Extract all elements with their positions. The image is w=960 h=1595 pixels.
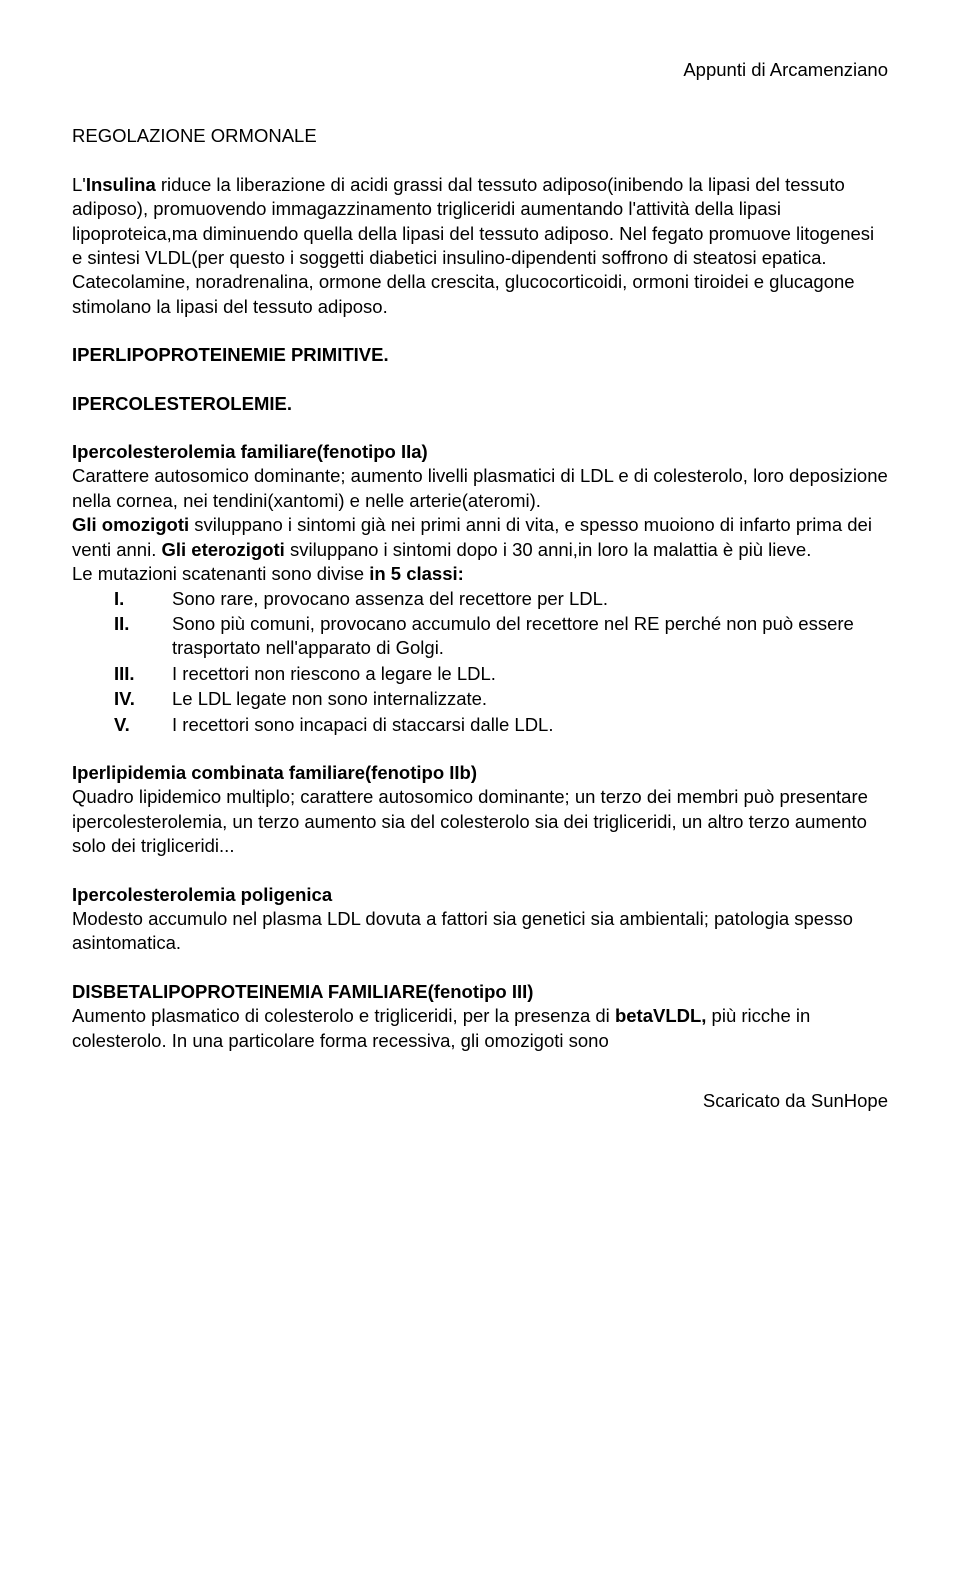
text: Quadro lipidemico multiplo; carattere au… [72, 785, 888, 858]
subheading-iia: Ipercolesterolemia familiare(fenotipo II… [72, 440, 888, 464]
list-text: I recettori sono incapaci di staccarsi d… [120, 713, 888, 737]
block-ipercolesterolemia-familiare: Ipercolesterolemia familiare(fenotipo II… [72, 440, 888, 737]
text: Le mutazioni scatenanti sono divise in 5… [72, 562, 888, 586]
list-item: I.Sono rare, provocano assenza del recet… [120, 587, 888, 611]
block-ipercolesterolemia-poligenica: Ipercolesterolemia poligenica Modesto ac… [72, 883, 888, 956]
list-item: II.Sono più comuni, provocano accumulo d… [120, 612, 888, 661]
text-bold-omozigoti: Gli omozigoti [72, 514, 189, 535]
text: Le mutazioni scatenanti sono divise [72, 563, 369, 584]
text: L' [72, 174, 86, 195]
text-bold-insulina: Insulina [86, 174, 156, 195]
section-regolazione-ormonale: REGOLAZIONE ORMONALE [72, 124, 888, 148]
section-ipercolesterolemie: IPERCOLESTEROLEMIE. [72, 392, 888, 416]
text: Catecolamine, noradrenalina, ormone dell… [72, 271, 855, 316]
text: Gli omozigoti sviluppano i sintomi già n… [72, 513, 888, 562]
list-text: I recettori non riescono a legare le LDL… [120, 662, 888, 686]
list-marker: III. [114, 662, 135, 686]
list-item: V.I recettori sono incapaci di staccarsi… [120, 713, 888, 737]
block-iperlipidemia-combinata: Iperlipidemia combinata familiare(fenoti… [72, 761, 888, 859]
text-bold-betavldl: betaVLDL, [615, 1005, 706, 1026]
text: Modesto accumulo nel plasma LDL dovuta a… [72, 907, 888, 956]
mutation-class-list: I.Sono rare, provocano assenza del recet… [72, 587, 888, 737]
subheading-iib: Iperlipidemia combinata familiare(fenoti… [72, 761, 888, 785]
header-note: Appunti di Arcamenziano [72, 58, 888, 82]
list-marker: IV. [114, 687, 135, 711]
text-bold-eterozigoti: Gli eterozigoti [161, 539, 284, 560]
list-text: Le LDL legate non sono internalizzate. [120, 687, 888, 711]
text-bold-classi: in 5 classi: [369, 563, 464, 584]
text: Aumento plasmatico di colesterolo e trig… [72, 1004, 888, 1053]
list-text: Sono più comuni, provocano accumulo del … [120, 612, 888, 661]
paragraph-insulina: L'Insulina riduce la liberazione di acid… [72, 173, 888, 319]
list-marker: V. [114, 713, 130, 737]
list-marker: I. [114, 587, 124, 611]
text: Carattere autosomico dominante; aumento … [72, 464, 888, 513]
subheading-poligenica: Ipercolesterolemia poligenica [72, 883, 888, 907]
text: sviluppano i sintomi dopo i 30 anni,in l… [285, 539, 812, 560]
section-iperlipoproteinemie: IPERLIPOPROTEINEMIE PRIMITIVE. [72, 343, 888, 367]
list-text: Sono rare, provocano assenza del recetto… [120, 587, 888, 611]
list-item: IV.Le LDL legate non sono internalizzate… [120, 687, 888, 711]
text: Aumento plasmatico di colesterolo e trig… [72, 1005, 615, 1026]
list-marker: II. [114, 612, 129, 636]
block-disbetalipoproteinemia: DISBETALIPOPROTEINEMIA FAMILIARE(fenotip… [72, 980, 888, 1053]
subheading-iii: DISBETALIPOPROTEINEMIA FAMILIARE(fenotip… [72, 980, 888, 1004]
list-item: III.I recettori non riescono a legare le… [120, 662, 888, 686]
footer-note: Scaricato da SunHope [72, 1089, 888, 1113]
